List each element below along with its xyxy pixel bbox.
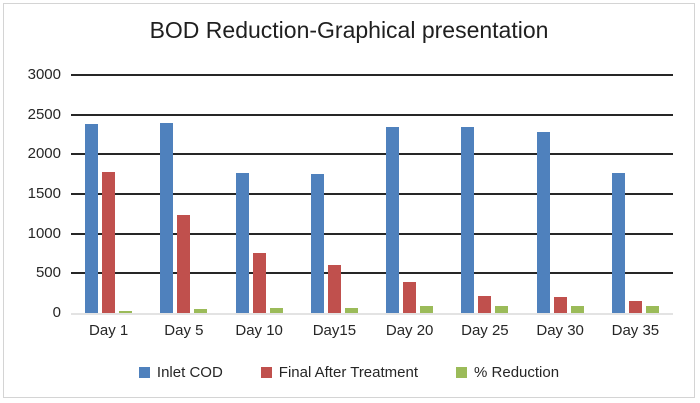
- bar: [495, 305, 509, 313]
- x-tick-label: Day 30: [536, 322, 584, 339]
- bar: [478, 295, 492, 313]
- bar-group: [146, 75, 221, 313]
- y-tick-label: 2500: [27, 105, 61, 123]
- bar: [160, 123, 174, 313]
- legend-swatch-icon: [260, 367, 272, 378]
- bar: [85, 124, 99, 313]
- bar-group: [447, 75, 522, 313]
- legend-label: Inlet COD: [156, 364, 223, 381]
- bar: [611, 172, 625, 313]
- bar: [310, 174, 324, 313]
- x-tick-label: Day 35: [611, 322, 660, 339]
- bar-group: [222, 75, 297, 313]
- bar: [252, 252, 266, 313]
- y-tick-label: 0: [52, 304, 61, 321]
- x-tick-label: Day 1: [89, 322, 129, 339]
- bar: [119, 311, 133, 313]
- legend-label: % Reduction: [474, 364, 560, 381]
- gridline: [71, 153, 673, 156]
- bar: [327, 264, 341, 313]
- bar-group: [71, 75, 146, 313]
- gridline: [71, 74, 673, 76]
- legend-swatch-icon: [456, 367, 468, 378]
- y-axis: 0 500 1000 1500 2000 2500 3000: [4, 66, 61, 321]
- bar: [177, 214, 191, 313]
- legend-item: Final After Treatment: [260, 364, 419, 381]
- chart-title: BOD Reduction-Graphical presentation: [149, 17, 549, 43]
- bar: [645, 305, 659, 313]
- legend-label: Final After Treatment: [278, 364, 419, 381]
- bar-group: [523, 75, 598, 313]
- legend-item: Inlet COD: [138, 364, 223, 381]
- chart-frame: BOD Reduction-Graphical presentation 0 50…: [3, 3, 695, 398]
- bar: [628, 301, 642, 313]
- bar: [570, 305, 584, 313]
- bar-group: [598, 75, 673, 313]
- bar: [235, 172, 249, 313]
- y-tick-label: 1000: [27, 224, 61, 242]
- bar: [403, 282, 417, 313]
- bar: [553, 296, 567, 313]
- gridline: [71, 232, 673, 235]
- x-tick-label: Day 25: [461, 322, 509, 339]
- bar: [194, 309, 208, 313]
- x-axis: Day 1 Day 5 Day 10 Day15 Day 20 Day 25 Day 30 D…: [71, 322, 673, 339]
- y-tick-label: 2000: [27, 145, 61, 163]
- y-tick-label: 1500: [27, 185, 61, 202]
- bar-group: [372, 75, 447, 313]
- bar: [102, 171, 116, 313]
- gridline: [71, 272, 673, 275]
- bar-group: [297, 75, 372, 313]
- x-tick-label: Day 10: [235, 322, 283, 339]
- bar: [269, 308, 283, 313]
- legend-swatch-icon: [138, 367, 150, 378]
- gridline: [71, 193, 673, 195]
- legend: Inlet COD Final After Treatment % Reductio…: [4, 364, 694, 381]
- bar: [386, 127, 400, 313]
- y-tick-label: 3000: [27, 66, 61, 83]
- x-tick-label: Day 20: [385, 322, 434, 339]
- legend-item: % Reduction: [456, 364, 559, 381]
- gridline: [71, 113, 673, 116]
- bar: [461, 127, 475, 313]
- bar: [536, 132, 550, 313]
- x-tick-label: Day 5: [164, 322, 204, 339]
- y-tick-label: 500: [35, 264, 61, 282]
- plot-area: [71, 74, 673, 315]
- bar: [420, 306, 434, 313]
- x-tick-label: Day15: [312, 322, 357, 339]
- bar: [344, 307, 358, 313]
